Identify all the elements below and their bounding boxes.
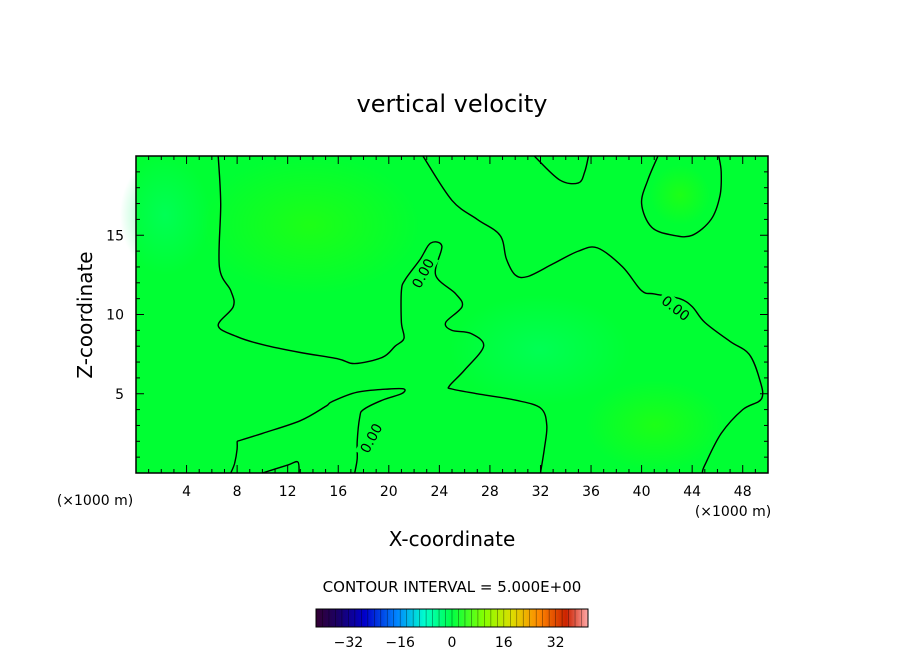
positive-region-shading xyxy=(650,165,710,225)
y-unit-label: (×1000 m) xyxy=(57,493,133,509)
colorbar-stripes xyxy=(322,609,582,627)
colorbar: −32 −16 0 16 32 xyxy=(315,608,589,651)
x-tick-label: 24 xyxy=(430,484,448,500)
x-tick-label: 40 xyxy=(633,484,651,500)
colorbar-tick-labels: −32 −16 0 16 32 xyxy=(334,635,565,651)
colorbar-tick-label: 0 xyxy=(448,635,457,651)
negative-region-shading xyxy=(120,155,210,275)
axis-ticks xyxy=(136,156,768,473)
positive-region-shading xyxy=(585,380,725,470)
chart-title: vertical velocity xyxy=(357,90,548,118)
contour-label-bg xyxy=(406,252,439,294)
x-tick-label: 32 xyxy=(532,484,550,500)
x-tick-label: 16 xyxy=(329,484,347,500)
contour-line-bottom-center-bump xyxy=(262,460,300,474)
y-tick-label: 10 xyxy=(106,308,124,324)
zero-contours xyxy=(217,155,764,474)
colorbar-tick-label: −32 xyxy=(334,635,364,651)
x-axis-title: X-coordinate xyxy=(389,527,516,551)
x-tick-label: 20 xyxy=(380,484,398,500)
y-tick-labels: 5 10 15 xyxy=(106,228,124,403)
x-tick-label: 28 xyxy=(481,484,499,500)
x-tick-label: 36 xyxy=(582,484,600,500)
colorbar-tick-label: −16 xyxy=(385,635,415,651)
contour-line-left-region xyxy=(217,155,548,474)
contour-line-right-region xyxy=(422,155,764,474)
contour-line-top-right-lobe xyxy=(640,155,723,238)
plot-area: 0.000.000.00 xyxy=(120,155,769,474)
y-axis-title: Z-coordinate xyxy=(73,251,97,378)
contour-interval-text: CONTOUR INTERVAL = 5.000E+00 xyxy=(323,578,582,596)
x-tick-labels: 4 8 12 16 20 24 28 32 36 40 44 48 xyxy=(182,484,752,500)
y-tick-label: 5 xyxy=(115,387,124,403)
field-shading xyxy=(120,155,725,470)
colorbar-frame xyxy=(315,608,589,628)
x-unit-label: (×1000 m) xyxy=(695,504,771,520)
x-tick-label: 48 xyxy=(734,484,752,500)
contour-line-lower-left-band xyxy=(236,387,406,474)
contour-line-bottom-left-bump xyxy=(230,441,238,474)
contour-label-bg xyxy=(655,290,696,327)
x-tick-label: 12 xyxy=(279,484,297,500)
y-tick-label: 15 xyxy=(106,228,124,244)
contour-label-bg xyxy=(355,417,388,459)
colorbar-tick-label: 16 xyxy=(495,635,513,651)
positive-region-shading xyxy=(200,155,420,295)
x-tick-label: 44 xyxy=(683,484,701,500)
negative-region-shading xyxy=(450,295,630,405)
contour-line-top-center-bump xyxy=(533,155,590,185)
colorbar-tick-label: 32 xyxy=(547,635,565,651)
x-tick-label: 8 xyxy=(233,484,242,500)
x-tick-label: 4 xyxy=(182,484,191,500)
